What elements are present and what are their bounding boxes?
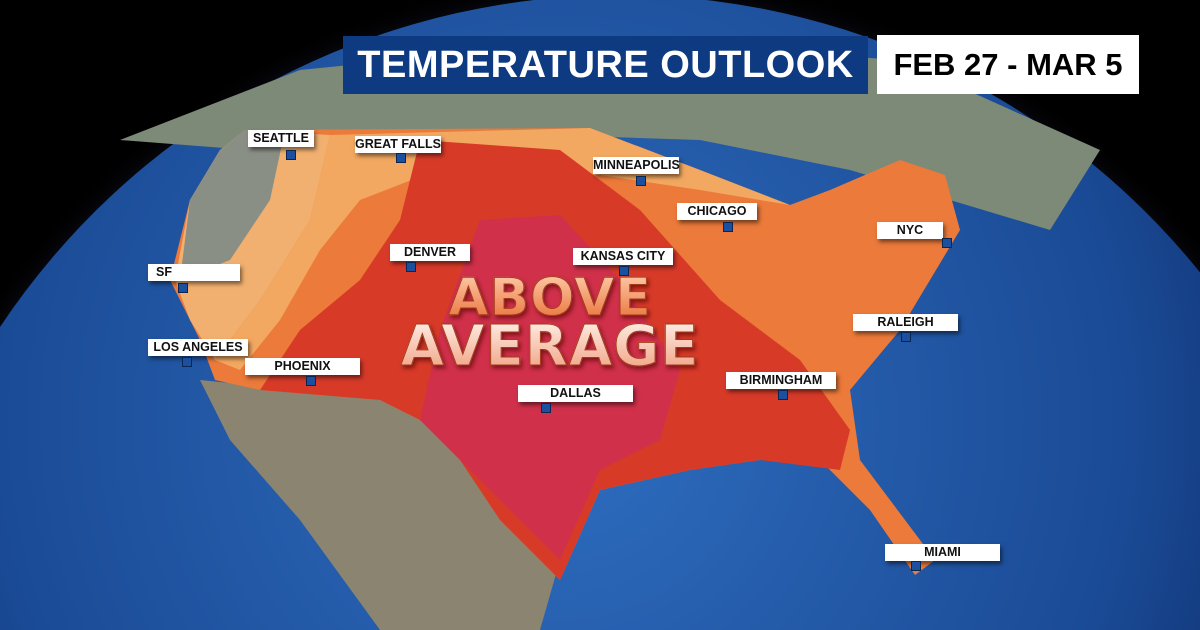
- city-marker-icon: [901, 332, 911, 342]
- city-label-phoenix: PHOENIX: [245, 358, 360, 375]
- city-marker-icon: [306, 376, 316, 386]
- near-normal-northwest: [180, 130, 285, 280]
- city-label-dallas: DALLAS: [518, 385, 633, 402]
- city-marker-icon: [619, 266, 629, 276]
- city-marker-icon: [911, 561, 921, 571]
- city-label-miami: MIAMI: [885, 544, 1000, 561]
- city-marker-icon: [942, 238, 952, 248]
- city-marker-icon: [636, 176, 646, 186]
- city-label-seattle: SEATTLE: [248, 130, 314, 147]
- city-label-minneapolis: MINNEAPOLIS: [593, 157, 680, 174]
- city-label-los-angeles: LOS ANGELES: [148, 339, 248, 356]
- city-marker-icon: [541, 403, 551, 413]
- city-marker-icon: [778, 390, 788, 400]
- city-marker-icon: [406, 262, 416, 272]
- city-marker-icon: [182, 357, 192, 367]
- city-marker-icon: [286, 150, 296, 160]
- city-marker-icon: [178, 283, 188, 293]
- map-title: TEMPERATURE OUTLOOK: [343, 36, 868, 94]
- city-label-denver: DENVER: [390, 244, 470, 261]
- above-text: ABOVE: [430, 270, 670, 327]
- city-label-sf: SF: [148, 264, 240, 281]
- city-label-birmingham: BIRMINGHAM: [726, 372, 836, 389]
- mexico-land: [200, 380, 560, 630]
- city-marker-icon: [396, 153, 406, 163]
- date-range: FEB 27 - MAR 5: [877, 35, 1139, 94]
- average-text: AVERAGE: [385, 316, 715, 377]
- city-marker-icon: [723, 222, 733, 232]
- city-label-chicago: CHICAGO: [677, 203, 757, 220]
- city-label-nyc: NYC: [877, 222, 943, 239]
- city-label-raleigh: RALEIGH: [853, 314, 958, 331]
- city-label-kansas-city: KANSAS CITY: [573, 248, 673, 265]
- slight-above-north: [215, 128, 790, 370]
- city-label-great-falls: GREAT FALLS: [355, 136, 441, 153]
